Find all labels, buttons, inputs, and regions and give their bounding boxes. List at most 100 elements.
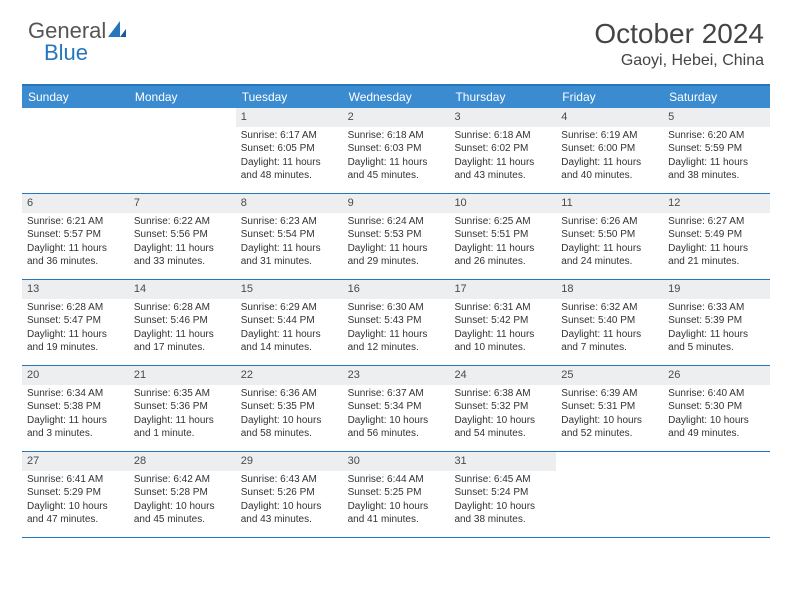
day-content: Sunrise: 6:20 AMSunset: 5:59 PMDaylight:…: [663, 127, 770, 187]
daylight-text: Daylight: 11 hours and 3 minutes.: [27, 414, 124, 441]
daylight-text: Daylight: 11 hours and 36 minutes.: [27, 242, 124, 269]
daylight-text: Daylight: 10 hours and 43 minutes.: [241, 500, 338, 527]
weekday-header: Wednesday: [343, 86, 450, 108]
day-content: Sunrise: 6:37 AMSunset: 5:34 PMDaylight:…: [343, 385, 450, 445]
sunset-text: Sunset: 5:32 PM: [454, 400, 551, 414]
day-content: Sunrise: 6:25 AMSunset: 5:51 PMDaylight:…: [449, 213, 556, 273]
day-cell: 13Sunrise: 6:28 AMSunset: 5:47 PMDayligh…: [22, 280, 129, 365]
day-content: Sunrise: 6:39 AMSunset: 5:31 PMDaylight:…: [556, 385, 663, 445]
week-row: 6Sunrise: 6:21 AMSunset: 5:57 PMDaylight…: [22, 194, 770, 280]
day-cell: 24Sunrise: 6:38 AMSunset: 5:32 PMDayligh…: [449, 366, 556, 451]
daylight-text: Daylight: 11 hours and 38 minutes.: [668, 156, 765, 183]
daylight-text: Daylight: 11 hours and 21 minutes.: [668, 242, 765, 269]
day-cell: 5Sunrise: 6:20 AMSunset: 5:59 PMDaylight…: [663, 108, 770, 193]
sunrise-text: Sunrise: 6:19 AM: [561, 129, 658, 143]
daylight-text: Daylight: 11 hours and 29 minutes.: [348, 242, 445, 269]
empty-day-cell: [663, 452, 770, 537]
day-cell: 25Sunrise: 6:39 AMSunset: 5:31 PMDayligh…: [556, 366, 663, 451]
daylight-text: Daylight: 11 hours and 1 minute.: [134, 414, 231, 441]
sunrise-text: Sunrise: 6:35 AM: [134, 387, 231, 401]
day-content: Sunrise: 6:28 AMSunset: 5:47 PMDaylight:…: [22, 299, 129, 359]
day-cell: 21Sunrise: 6:35 AMSunset: 5:36 PMDayligh…: [129, 366, 236, 451]
day-content: Sunrise: 6:43 AMSunset: 5:26 PMDaylight:…: [236, 471, 343, 531]
day-cell: 19Sunrise: 6:33 AMSunset: 5:39 PMDayligh…: [663, 280, 770, 365]
day-cell: 17Sunrise: 6:31 AMSunset: 5:42 PMDayligh…: [449, 280, 556, 365]
week-row: 27Sunrise: 6:41 AMSunset: 5:29 PMDayligh…: [22, 452, 770, 538]
daylight-text: Daylight: 10 hours and 54 minutes.: [454, 414, 551, 441]
daylight-text: Daylight: 11 hours and 48 minutes.: [241, 156, 338, 183]
sunrise-text: Sunrise: 6:24 AM: [348, 215, 445, 229]
day-content: Sunrise: 6:45 AMSunset: 5:24 PMDaylight:…: [449, 471, 556, 531]
title-block: October 2024 Gaoyi, Hebei, China: [594, 18, 764, 70]
sunset-text: Sunset: 5:42 PM: [454, 314, 551, 328]
weekday-header: Monday: [129, 86, 236, 108]
sunrise-text: Sunrise: 6:21 AM: [27, 215, 124, 229]
sunrise-text: Sunrise: 6:45 AM: [454, 473, 551, 487]
day-number: 7: [129, 194, 236, 213]
sunset-text: Sunset: 5:47 PM: [27, 314, 124, 328]
daylight-text: Daylight: 11 hours and 7 minutes.: [561, 328, 658, 355]
daylight-text: Daylight: 11 hours and 33 minutes.: [134, 242, 231, 269]
sunset-text: Sunset: 5:50 PM: [561, 228, 658, 242]
daylight-text: Daylight: 11 hours and 45 minutes.: [348, 156, 445, 183]
sunrise-text: Sunrise: 6:37 AM: [348, 387, 445, 401]
day-number: 31: [449, 452, 556, 471]
day-content: Sunrise: 6:28 AMSunset: 5:46 PMDaylight:…: [129, 299, 236, 359]
sunrise-text: Sunrise: 6:42 AM: [134, 473, 231, 487]
sunset-text: Sunset: 5:53 PM: [348, 228, 445, 242]
daylight-text: Daylight: 10 hours and 38 minutes.: [454, 500, 551, 527]
day-number: 18: [556, 280, 663, 299]
day-number: 5: [663, 108, 770, 127]
daylight-text: Daylight: 10 hours and 56 minutes.: [348, 414, 445, 441]
day-content: Sunrise: 6:17 AMSunset: 6:05 PMDaylight:…: [236, 127, 343, 187]
daylight-text: Daylight: 11 hours and 31 minutes.: [241, 242, 338, 269]
daylight-text: Daylight: 11 hours and 19 minutes.: [27, 328, 124, 355]
sunrise-text: Sunrise: 6:34 AM: [27, 387, 124, 401]
sunrise-text: Sunrise: 6:22 AM: [134, 215, 231, 229]
weekday-header: Friday: [556, 86, 663, 108]
daylight-text: Daylight: 11 hours and 5 minutes.: [668, 328, 765, 355]
day-cell: 16Sunrise: 6:30 AMSunset: 5:43 PMDayligh…: [343, 280, 450, 365]
sunset-text: Sunset: 5:38 PM: [27, 400, 124, 414]
day-number: 22: [236, 366, 343, 385]
sunset-text: Sunset: 5:34 PM: [348, 400, 445, 414]
day-cell: 4Sunrise: 6:19 AMSunset: 6:00 PMDaylight…: [556, 108, 663, 193]
sunrise-text: Sunrise: 6:33 AM: [668, 301, 765, 315]
daylight-text: Daylight: 11 hours and 10 minutes.: [454, 328, 551, 355]
day-content: Sunrise: 6:23 AMSunset: 5:54 PMDaylight:…: [236, 213, 343, 273]
daylight-text: Daylight: 11 hours and 12 minutes.: [348, 328, 445, 355]
day-number: 15: [236, 280, 343, 299]
sunset-text: Sunset: 5:36 PM: [134, 400, 231, 414]
sunset-text: Sunset: 5:25 PM: [348, 486, 445, 500]
day-cell: 29Sunrise: 6:43 AMSunset: 5:26 PMDayligh…: [236, 452, 343, 537]
sunset-text: Sunset: 5:29 PM: [27, 486, 124, 500]
daylight-text: Daylight: 11 hours and 24 minutes.: [561, 242, 658, 269]
day-content: Sunrise: 6:33 AMSunset: 5:39 PMDaylight:…: [663, 299, 770, 359]
daylight-text: Daylight: 11 hours and 14 minutes.: [241, 328, 338, 355]
page-title: October 2024: [594, 18, 764, 50]
day-number: 6: [22, 194, 129, 213]
day-number: 16: [343, 280, 450, 299]
sunset-text: Sunset: 5:28 PM: [134, 486, 231, 500]
day-content: Sunrise: 6:22 AMSunset: 5:56 PMDaylight:…: [129, 213, 236, 273]
weeks-container: 1Sunrise: 6:17 AMSunset: 6:05 PMDaylight…: [22, 108, 770, 538]
day-cell: 23Sunrise: 6:37 AMSunset: 5:34 PMDayligh…: [343, 366, 450, 451]
sunset-text: Sunset: 5:46 PM: [134, 314, 231, 328]
day-content: Sunrise: 6:35 AMSunset: 5:36 PMDaylight:…: [129, 385, 236, 445]
day-cell: 26Sunrise: 6:40 AMSunset: 5:30 PMDayligh…: [663, 366, 770, 451]
day-number: 21: [129, 366, 236, 385]
sunrise-text: Sunrise: 6:38 AM: [454, 387, 551, 401]
week-row: 1Sunrise: 6:17 AMSunset: 6:05 PMDaylight…: [22, 108, 770, 194]
sunset-text: Sunset: 5:31 PM: [561, 400, 658, 414]
day-cell: 6Sunrise: 6:21 AMSunset: 5:57 PMDaylight…: [22, 194, 129, 279]
day-cell: 7Sunrise: 6:22 AMSunset: 5:56 PMDaylight…: [129, 194, 236, 279]
day-content: Sunrise: 6:40 AMSunset: 5:30 PMDaylight:…: [663, 385, 770, 445]
day-content: Sunrise: 6:34 AMSunset: 5:38 PMDaylight:…: [22, 385, 129, 445]
day-content: Sunrise: 6:26 AMSunset: 5:50 PMDaylight:…: [556, 213, 663, 273]
sunset-text: Sunset: 6:03 PM: [348, 142, 445, 156]
day-cell: 3Sunrise: 6:18 AMSunset: 6:02 PMDaylight…: [449, 108, 556, 193]
sunset-text: Sunset: 6:05 PM: [241, 142, 338, 156]
sunset-text: Sunset: 5:44 PM: [241, 314, 338, 328]
day-cell: 30Sunrise: 6:44 AMSunset: 5:25 PMDayligh…: [343, 452, 450, 537]
day-content: Sunrise: 6:29 AMSunset: 5:44 PMDaylight:…: [236, 299, 343, 359]
